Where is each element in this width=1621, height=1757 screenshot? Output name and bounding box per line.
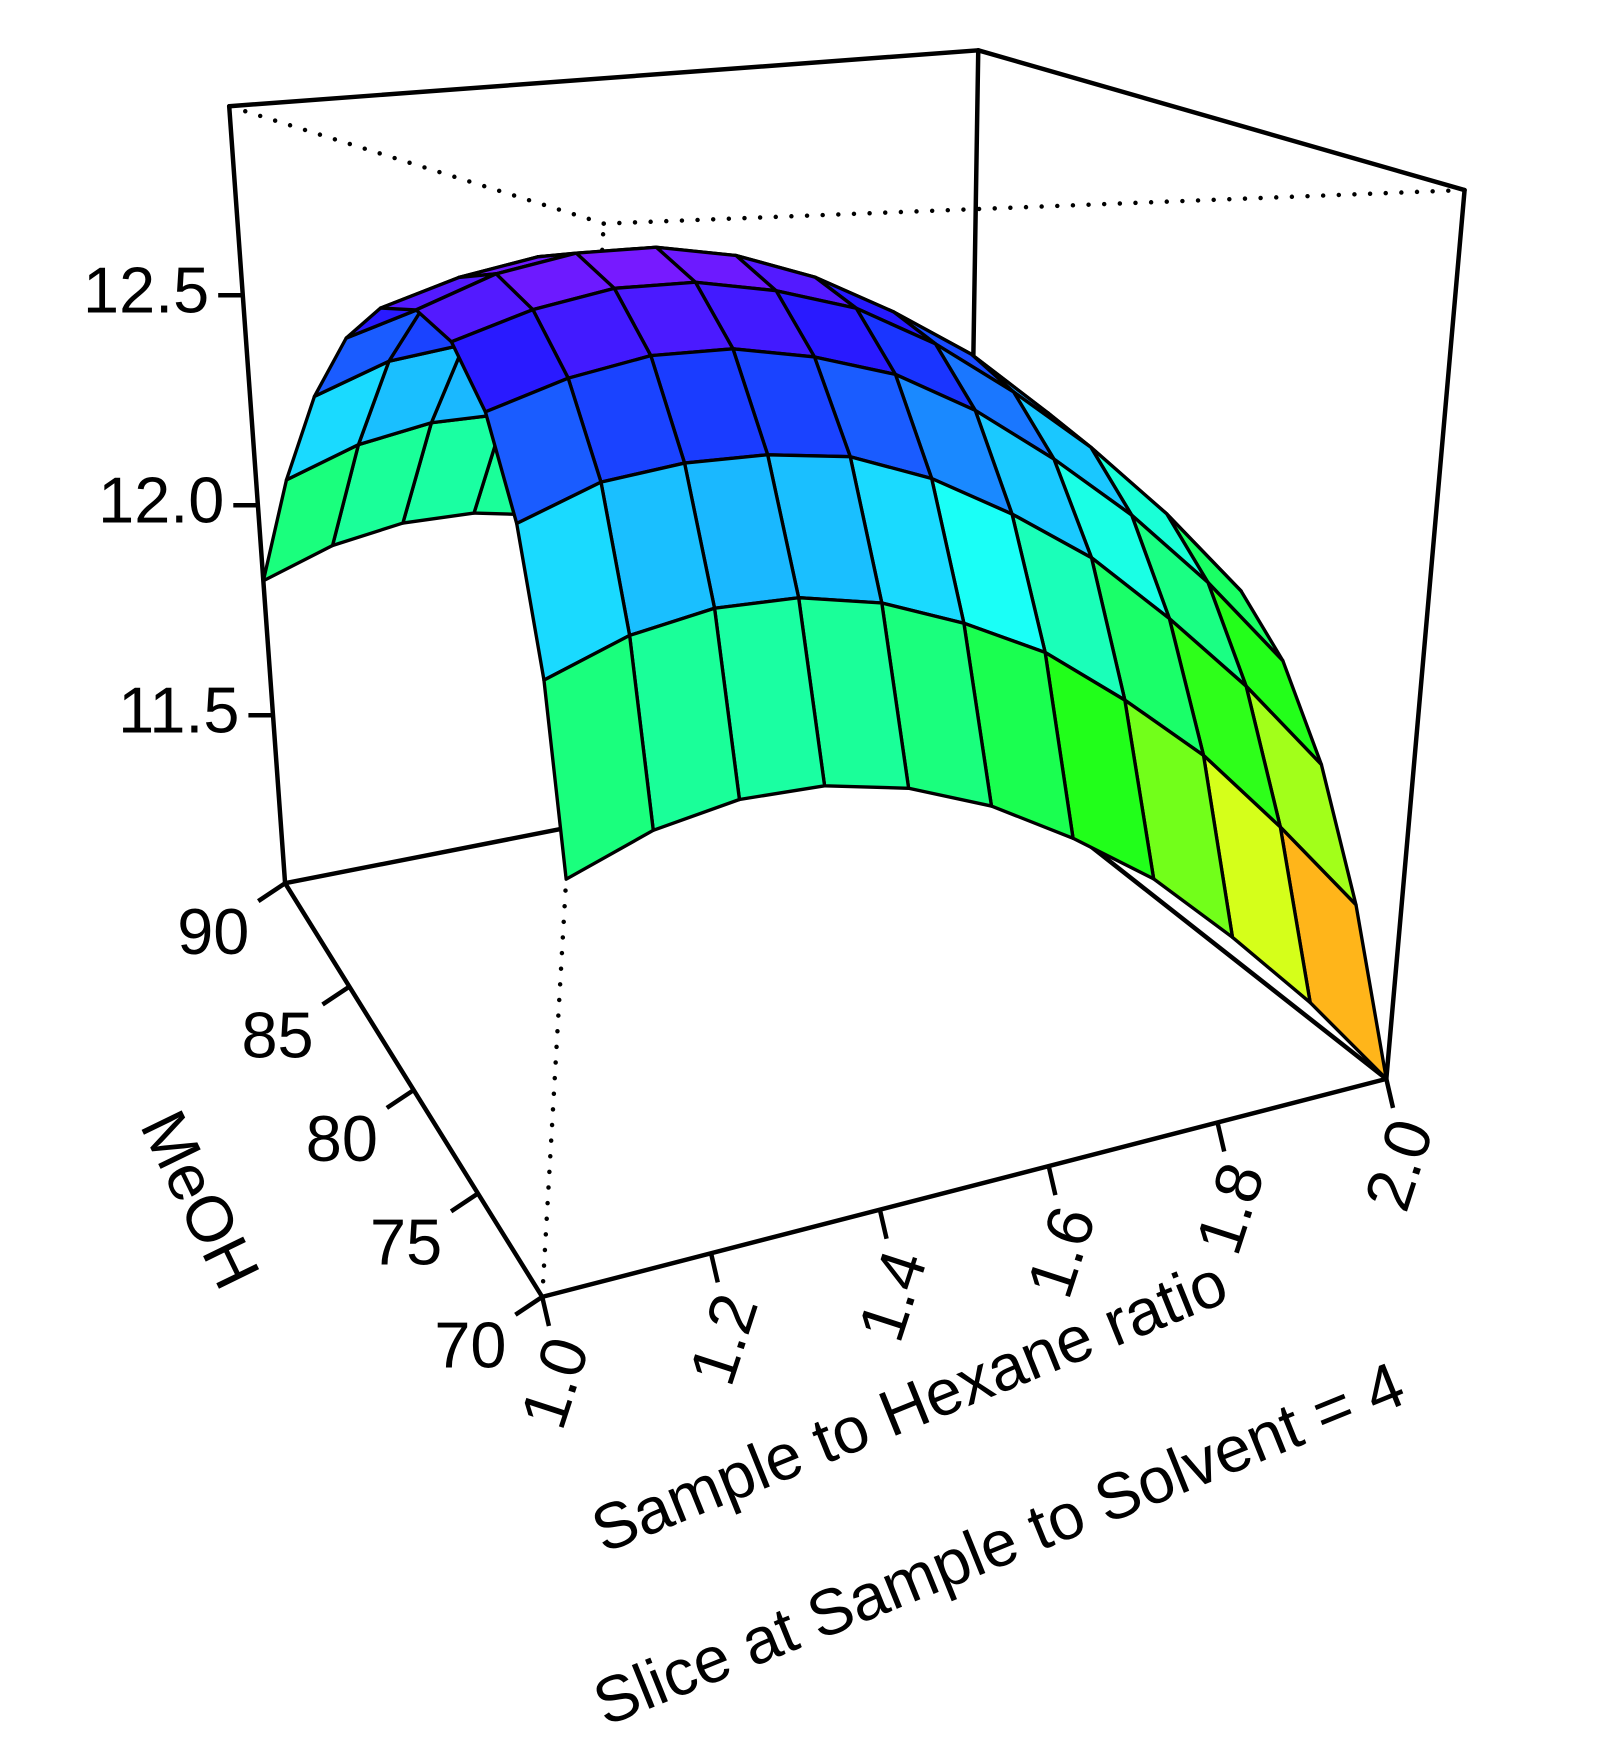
x-tick [1046, 1165, 1058, 1196]
y-tick-label: 90 [177, 895, 249, 968]
box-edge [226, 103, 288, 886]
y-tick-label: 85 [241, 998, 313, 1071]
box-edge-hidden [226, 103, 606, 226]
y-tick [385, 1088, 415, 1110]
y-tick [514, 1295, 544, 1317]
box-edge [226, 48, 981, 109]
x-tick-label: 1.2 [675, 1285, 772, 1393]
x-tick-label: 1.0 [506, 1329, 603, 1437]
surface-cell [542, 633, 655, 881]
z-tick-label: 12.5 [83, 253, 209, 326]
x-tick [1215, 1121, 1227, 1153]
x-tick-label: 1.4 [843, 1241, 940, 1349]
box-edge-hidden [601, 187, 1467, 226]
x-tick [1384, 1078, 1396, 1109]
x-tick [540, 1296, 552, 1327]
y-tick [257, 881, 287, 903]
box-edge [1384, 187, 1467, 1082]
y-tick-label: 80 [306, 1102, 378, 1175]
x-tick-label: 1.8 [1181, 1154, 1278, 1262]
x-tick-label: 1.6 [1012, 1198, 1109, 1306]
y-tick [449, 1191, 480, 1214]
y-tick-label: 70 [434, 1309, 506, 1382]
x-tick [877, 1209, 889, 1240]
x-tick [708, 1252, 720, 1283]
plot: 11.5 12.0 12.5 70 75 80 85 90 1.0 1.2 1.4 1.6 1.8 2.0… [83, 48, 1467, 1740]
y-tick [321, 984, 351, 1007]
y-axis-title: MeOH [127, 1099, 275, 1299]
x-tick-label: 2.0 [1350, 1111, 1447, 1219]
z-tick-label: 11.5 [118, 673, 239, 746]
y-tick-label: 75 [370, 1205, 442, 1278]
z-tick-label: 12.0 [98, 463, 224, 536]
box-edge [976, 48, 1467, 193]
box-edge [539, 1076, 1389, 1300]
